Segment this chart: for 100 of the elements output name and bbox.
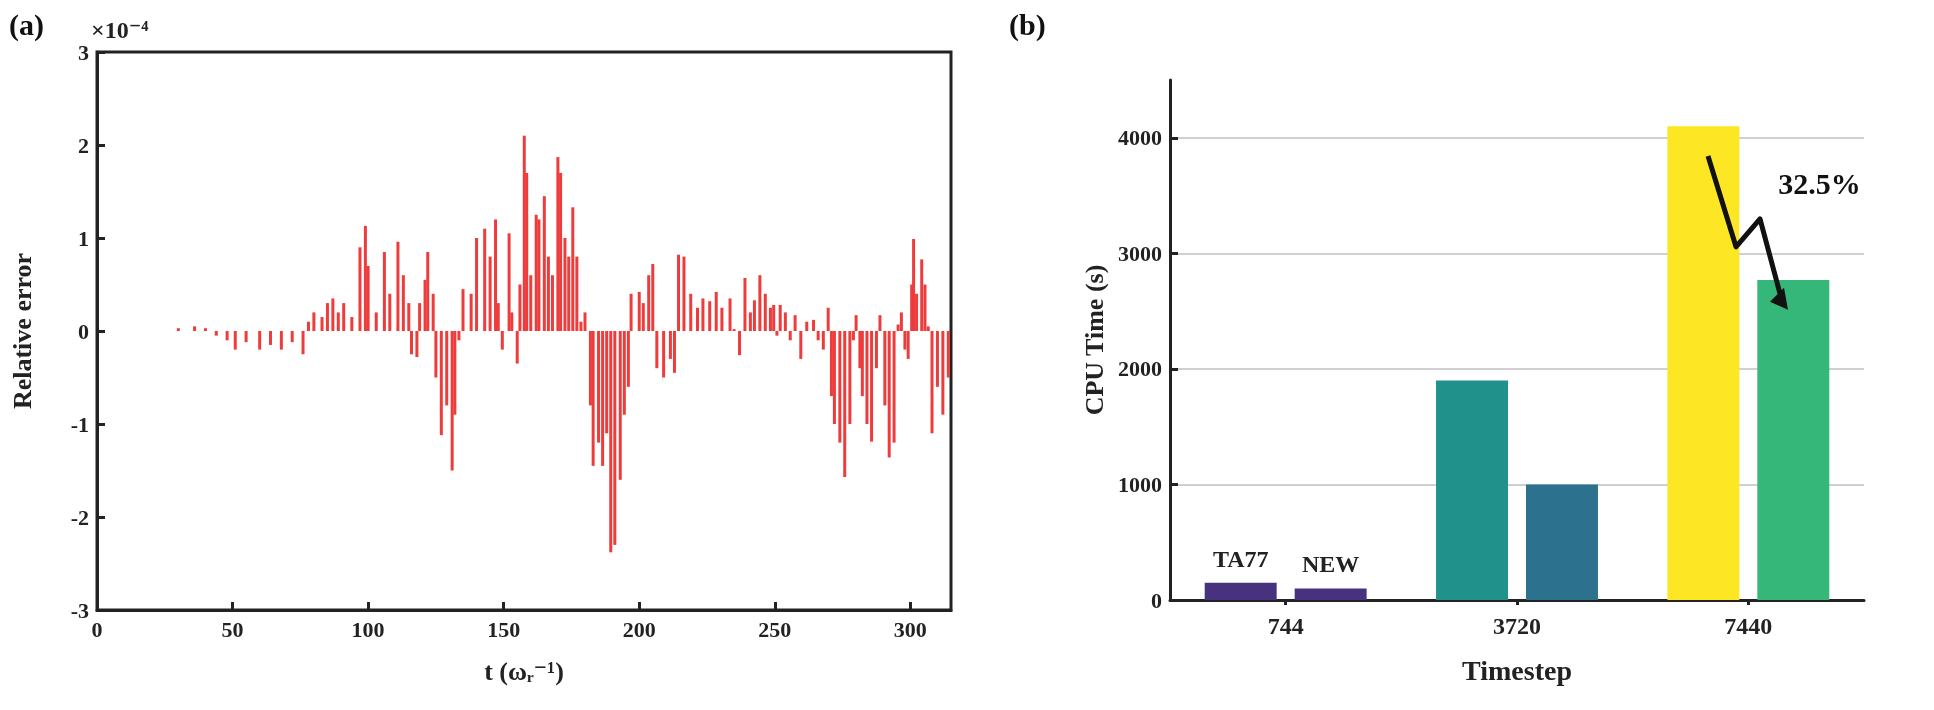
bar	[214, 331, 218, 336]
bar	[342, 303, 346, 331]
bar	[1757, 279, 1830, 600]
bar	[696, 307, 700, 331]
bar	[269, 331, 273, 345]
bar	[176, 328, 180, 331]
bar	[1667, 126, 1740, 600]
bar	[701, 298, 705, 331]
bar	[363, 225, 367, 331]
chart-title: (a)	[9, 7, 44, 42]
bar	[941, 331, 945, 415]
bar	[618, 331, 622, 480]
bar	[778, 304, 782, 331]
bar	[483, 228, 487, 331]
bar	[788, 331, 792, 341]
x-tick-label: 744	[1267, 613, 1304, 639]
bar	[556, 157, 560, 331]
bar	[583, 312, 587, 331]
bar	[439, 331, 443, 436]
bar	[488, 256, 492, 331]
bar	[899, 312, 903, 331]
bar	[374, 312, 378, 331]
x-tick-label: 300	[893, 616, 927, 642]
bar	[244, 331, 248, 343]
bar	[743, 277, 747, 331]
bar	[279, 331, 283, 350]
x-tick-label: 3720	[1493, 613, 1541, 639]
series-label: TA77	[1212, 545, 1269, 572]
bar	[714, 291, 718, 331]
bar	[591, 331, 595, 466]
bar	[651, 264, 655, 331]
bar	[542, 196, 546, 331]
bar	[350, 317, 354, 331]
bar	[203, 328, 207, 331]
bar	[396, 241, 400, 331]
bar	[500, 331, 504, 350]
bar	[682, 256, 686, 331]
x-tick-label: 200	[622, 616, 656, 642]
x-tick-label: 7440	[1724, 613, 1773, 639]
bar	[887, 331, 891, 458]
bar	[758, 275, 762, 331]
bar	[655, 331, 659, 369]
bar	[629, 293, 633, 331]
bar	[878, 315, 882, 331]
bar	[843, 331, 847, 478]
bar	[672, 331, 676, 373]
y-tick-label: 3000	[1118, 240, 1162, 266]
bar	[793, 315, 797, 331]
bar	[637, 291, 641, 331]
y-tick-label: 4000	[1118, 125, 1162, 151]
bar	[320, 317, 324, 331]
x-tick-label: 150	[487, 616, 521, 642]
bar	[388, 293, 392, 331]
bar	[883, 331, 887, 406]
bar	[407, 303, 411, 331]
y-axis-title: Relative error	[7, 252, 37, 410]
bar	[946, 331, 950, 378]
bar	[799, 331, 803, 359]
bar	[768, 307, 772, 331]
bar	[720, 307, 724, 331]
y-tick-label: -2	[70, 504, 89, 530]
chart-title: (b)	[1009, 7, 1046, 42]
bar	[763, 293, 767, 331]
bar	[752, 300, 756, 331]
bar	[772, 304, 776, 331]
bar	[494, 219, 498, 331]
bar	[848, 331, 852, 424]
bar	[708, 301, 712, 331]
bar	[331, 298, 335, 331]
bar	[507, 233, 511, 331]
y-axis-title: CPU Time (s)	[1079, 264, 1109, 416]
bar	[358, 247, 362, 331]
bar	[1436, 380, 1508, 600]
bar	[689, 293, 693, 331]
bar	[662, 331, 666, 378]
x-axis-title: Timestep	[1462, 654, 1572, 686]
y-tick-label: -1	[70, 411, 89, 437]
bar	[609, 331, 613, 553]
y-tick-label: 1	[78, 225, 89, 251]
bar	[838, 331, 842, 443]
bar	[233, 331, 237, 350]
bar	[920, 259, 924, 331]
y-tick-label: 3	[78, 39, 89, 65]
y-tick-label: -3	[70, 597, 89, 623]
bar	[1526, 484, 1598, 600]
bar	[775, 331, 779, 336]
bar	[906, 331, 910, 359]
bar	[382, 251, 386, 331]
bar	[336, 312, 340, 331]
bar	[537, 219, 541, 331]
x-tick-label: 100	[351, 616, 385, 642]
bar	[306, 321, 310, 331]
bar	[865, 331, 869, 424]
bar	[409, 331, 413, 355]
y-tick-label: 0	[1151, 587, 1162, 613]
bar	[892, 331, 896, 443]
bar	[601, 331, 605, 466]
bar	[874, 331, 878, 369]
bar	[475, 238, 479, 331]
x-tick-label: 50	[221, 616, 244, 642]
